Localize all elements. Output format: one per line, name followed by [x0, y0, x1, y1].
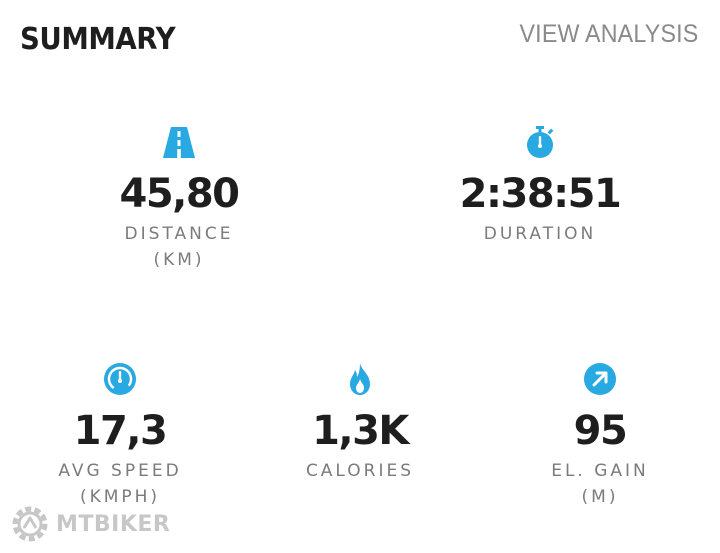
calories-value: 1,3K: [312, 408, 409, 454]
el-gain-value: 95: [573, 408, 628, 454]
summary-title: SUMMARY: [20, 22, 176, 57]
road-icon: [163, 127, 195, 158]
calories-label: CALORIES: [305, 461, 415, 481]
avg-speed-unit: (KMPH): [79, 487, 161, 507]
distance-value: 45,80: [119, 171, 240, 217]
avg-speed-value: 17,3: [73, 408, 168, 454]
el-gain-unit: (M): [581, 487, 619, 507]
stopwatch-icon: [527, 126, 554, 158]
flame-icon: [350, 363, 370, 395]
el-gain-label: EL. GAIN: [551, 461, 649, 481]
duration-value: 2:38:51: [459, 171, 622, 217]
distance-unit: (KM): [153, 250, 205, 270]
view-analysis-link[interactable]: VIEW ANALYSIS: [518, 20, 698, 48]
speedometer-icon: [104, 363, 136, 395]
avg-speed-stat: 17,3 AVG SPEED (KMPH): [0, 362, 240, 510]
distance-label: DISTANCE: [124, 224, 234, 244]
mtbiker-watermark: MTBIKER: [10, 504, 170, 544]
watermark-text: MTBIKER: [56, 511, 171, 537]
duration-label: DURATION: [483, 224, 597, 244]
calories-stat: 1,3K CALORIES: [240, 362, 480, 484]
distance-stat: 45,80 DISTANCE (KM): [59, 125, 299, 273]
arrow-up-right-icon: [584, 363, 616, 395]
avg-speed-label: AVG SPEED: [58, 461, 182, 481]
el-gain-stat: 95 EL. GAIN (M): [480, 362, 720, 510]
gear-logo-icon: [12, 506, 48, 542]
duration-stat: 2:38:51 DURATION: [420, 125, 660, 247]
